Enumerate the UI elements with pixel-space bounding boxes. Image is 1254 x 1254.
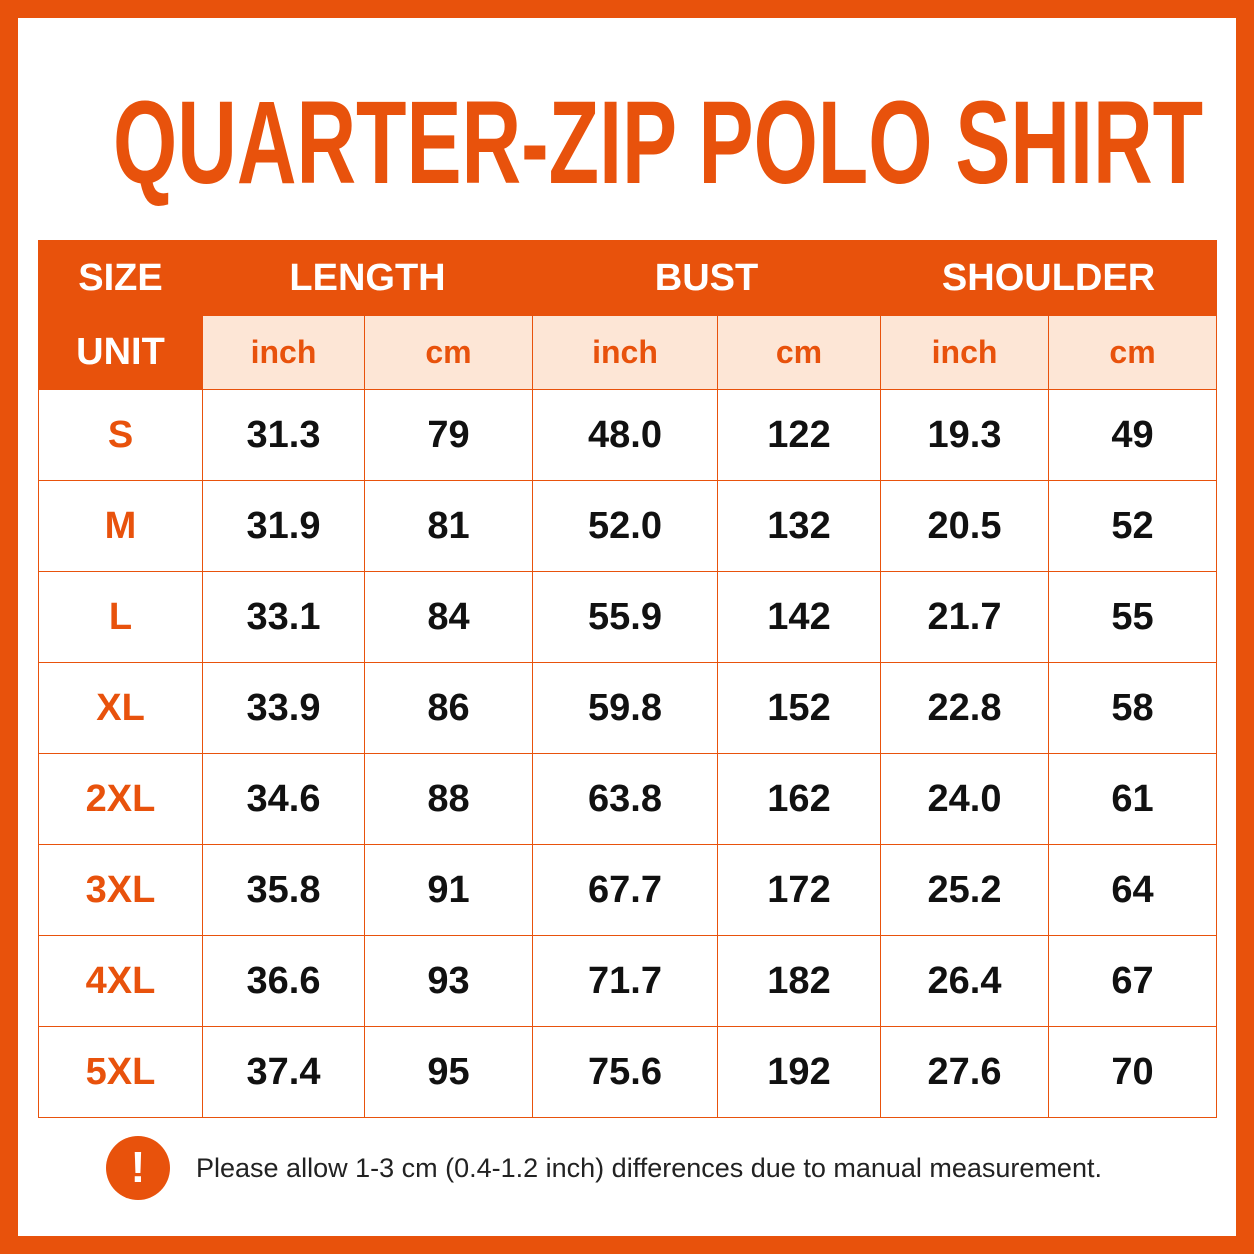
unit-header: inch [880, 315, 1050, 390]
value-cell: 86 [364, 662, 533, 754]
value-cell: 172 [716, 844, 882, 936]
value-cell: 33.9 [202, 662, 365, 754]
group-header: SIZE [38, 240, 203, 316]
value-cell: 81 [364, 480, 533, 572]
value-cell: 27.6 [880, 1026, 1050, 1118]
value-cell: 20.5 [880, 480, 1050, 572]
group-header: SHOULDER [880, 240, 1218, 316]
value-cell: 25.2 [880, 844, 1050, 936]
table-row: L 33.1 84 55.9 142 21.7 55 [38, 571, 1218, 663]
group-header: LENGTH [202, 240, 533, 316]
value-cell: 192 [716, 1026, 882, 1118]
value-cell: 52.0 [532, 480, 718, 572]
value-cell: 95 [364, 1026, 533, 1118]
value-cell: 93 [364, 935, 533, 1027]
size-cell: 2XL [38, 753, 203, 845]
value-cell: 70 [1048, 1026, 1218, 1118]
size-cell: S [38, 389, 203, 481]
title-area: QUARTER-ZIP POLO SHIRT [113, 77, 1203, 209]
value-cell: 59.8 [532, 662, 718, 754]
value-cell: 33.1 [202, 571, 365, 663]
table-row: XL 33.9 86 59.8 152 22.8 58 [38, 662, 1218, 754]
size-cell: XL [38, 662, 203, 754]
title: QUARTER-ZIP POLO SHIRT [113, 77, 1203, 209]
value-cell: 34.6 [202, 753, 365, 845]
value-cell: 64 [1048, 844, 1218, 936]
value-cell: 75.6 [532, 1026, 718, 1118]
size-cell: M [38, 480, 203, 572]
note-text: Please allow 1-3 cm (0.4-1.2 inch) diffe… [196, 1152, 1102, 1183]
value-cell: 21.7 [880, 571, 1050, 663]
value-cell: 49 [1048, 389, 1218, 481]
value-cell: 142 [716, 571, 882, 663]
size-table: SIZE LENGTH BUST SHOULDER UNIT inch cm inch cm in… [38, 240, 1218, 1118]
unit-header: cm [364, 315, 533, 390]
value-cell: 36.6 [202, 935, 365, 1027]
unit-label: UNIT [38, 315, 203, 390]
value-cell: 58 [1048, 662, 1218, 754]
unit-header: inch [532, 315, 718, 390]
unit-header: cm [1048, 315, 1218, 390]
table-row: 3XL 35.8 91 67.7 172 25.2 64 [38, 844, 1218, 936]
size-cell: 4XL [38, 935, 203, 1027]
size-cell: 5XL [38, 1026, 203, 1118]
unit-header: inch [202, 315, 365, 390]
value-cell: 52 [1048, 480, 1218, 572]
value-cell: 37.4 [202, 1026, 365, 1118]
value-cell: 61 [1048, 753, 1218, 845]
value-cell: 67 [1048, 935, 1218, 1027]
value-cell: 152 [716, 662, 882, 754]
table-row: UNIT inch cm inch cm inch cm [38, 315, 1218, 390]
value-cell: 88 [364, 753, 533, 845]
value-cell: 84 [364, 571, 533, 663]
value-cell: 122 [716, 389, 882, 481]
value-cell: 24.0 [880, 753, 1050, 845]
table-row: S 31.3 79 48.0 122 19.3 49 [38, 389, 1218, 481]
value-cell: 79 [364, 389, 533, 481]
value-cell: 31.9 [202, 480, 365, 572]
group-header: BUST [531, 240, 882, 316]
value-cell: 19.3 [880, 389, 1050, 481]
value-cell: 35.8 [202, 844, 365, 936]
value-cell: 48.0 [532, 389, 718, 481]
table-row: M 31.9 81 52.0 132 20.5 52 [38, 480, 1218, 572]
value-cell: 26.4 [880, 935, 1050, 1027]
value-cell: 31.3 [202, 389, 365, 481]
table-row: SIZE LENGTH BUST SHOULDER [38, 240, 1218, 316]
value-cell: 67.7 [532, 844, 718, 936]
table-row: 4XL 36.6 93 71.7 182 26.4 67 [38, 935, 1218, 1027]
value-cell: 22.8 [880, 662, 1050, 754]
size-cell: 3XL [38, 844, 203, 936]
value-cell: 55.9 [532, 571, 718, 663]
value-cell: 71.7 [532, 935, 718, 1027]
table-row: 5XL 37.4 95 75.6 192 27.6 70 [38, 1026, 1218, 1118]
size-cell: L [38, 571, 203, 663]
value-cell: 91 [364, 844, 533, 936]
unit-header: cm [716, 315, 882, 390]
value-cell: 63.8 [532, 753, 718, 845]
value-cell: 162 [716, 753, 882, 845]
note: ! Please allow 1-3 cm (0.4-1.2 inch) dif… [106, 1136, 1102, 1200]
value-cell: 182 [716, 935, 882, 1027]
value-cell: 55 [1048, 571, 1218, 663]
value-cell: 132 [716, 480, 882, 572]
note-icon: ! [106, 1136, 170, 1200]
table-row: 2XL 34.6 88 63.8 162 24.0 61 [38, 753, 1218, 845]
